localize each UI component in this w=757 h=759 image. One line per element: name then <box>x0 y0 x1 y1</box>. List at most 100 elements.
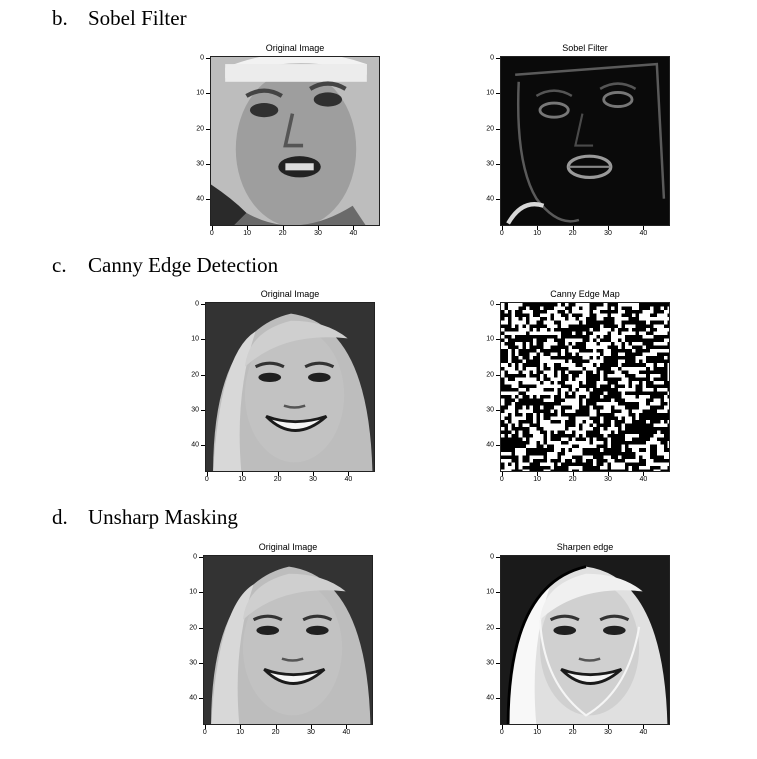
y-tick-label: 40 <box>486 195 494 203</box>
y-tick-label: 40 <box>196 195 204 203</box>
y-tick <box>496 698 500 700</box>
x-tick-label: 20 <box>273 476 282 483</box>
x-tick <box>537 725 539 729</box>
y-tick-label: 40 <box>486 694 494 702</box>
x-tick-label: 40 <box>344 476 353 483</box>
x-tick <box>572 226 574 230</box>
x-tick-label: 30 <box>309 476 317 483</box>
x-tick-label: 40 <box>639 230 648 237</box>
x-tick <box>206 472 208 476</box>
y-tick-label: 10 <box>196 89 204 97</box>
x-tick <box>643 472 645 476</box>
y-tick <box>199 698 203 700</box>
y-tick-label: 30 <box>191 406 199 414</box>
x-tick <box>608 725 610 729</box>
y-tick-label: 30 <box>486 160 494 168</box>
x-tick <box>346 725 348 729</box>
x-tick <box>211 226 213 230</box>
y-tick-label: 30 <box>189 659 197 667</box>
y-tick <box>496 627 500 629</box>
x-tick-label: 20 <box>278 230 287 237</box>
x-tick-label: 0 <box>204 476 209 483</box>
y-tick-label: 20 <box>486 371 494 379</box>
x-tick <box>537 226 539 230</box>
y-tick <box>199 627 203 629</box>
x-tick-label: 0 <box>499 729 504 736</box>
y-tick <box>201 374 205 376</box>
y-tick-label: 10 <box>189 588 197 596</box>
y-tick-label: 0 <box>193 553 197 561</box>
panel-title: Original Image <box>265 43 325 53</box>
x-tick-label: 0 <box>499 476 504 483</box>
section-letter: c. <box>52 253 67 277</box>
x-tick <box>242 472 244 476</box>
x-tick-label: 30 <box>307 729 315 736</box>
panel-title: Original Image <box>258 542 318 552</box>
x-tick-label: 30 <box>604 230 612 237</box>
panel-image <box>204 556 372 724</box>
image-frame <box>210 56 380 226</box>
x-tick <box>501 725 503 729</box>
y-tick <box>496 663 500 665</box>
y-tick <box>199 556 203 558</box>
panel-image <box>206 303 374 471</box>
x-tick-label: 20 <box>568 230 577 237</box>
y-tick-label: 10 <box>191 335 199 343</box>
x-tick-label: 20 <box>271 729 280 736</box>
y-tick-label: 30 <box>196 160 204 168</box>
y-tick-label: 0 <box>200 54 204 62</box>
x-tick <box>608 472 610 476</box>
x-tick <box>275 725 277 729</box>
y-tick-label: 40 <box>191 441 199 449</box>
x-tick <box>277 472 279 476</box>
y-tick <box>206 128 210 130</box>
y-tick-label: 20 <box>486 624 494 632</box>
section-heading-c: c. Canny Edge Detection <box>52 253 278 278</box>
x-tick-label: 10 <box>533 729 542 736</box>
x-tick <box>282 226 284 230</box>
y-tick-label: 10 <box>486 89 494 97</box>
x-tick <box>537 472 539 476</box>
y-tick <box>201 339 205 341</box>
y-tick <box>201 445 205 447</box>
x-tick <box>204 725 206 729</box>
y-tick <box>199 663 203 665</box>
y-tick-label: 0 <box>195 300 199 308</box>
image-frame <box>203 555 373 725</box>
x-tick-label: 0 <box>499 230 504 237</box>
x-tick-label: 40 <box>639 729 648 736</box>
x-tick <box>608 226 610 230</box>
y-tick <box>199 592 203 594</box>
y-tick-label: 0 <box>490 300 494 308</box>
y-tick <box>206 164 210 166</box>
y-tick <box>496 303 500 305</box>
panel-title: Original Image <box>260 289 320 299</box>
y-tick <box>496 128 500 130</box>
section-title: Canny Edge Detection <box>88 253 279 277</box>
panel-image <box>211 57 379 225</box>
image-frame <box>500 302 670 472</box>
x-tick <box>643 725 645 729</box>
x-tick-label: 10 <box>236 729 245 736</box>
x-tick-label: 30 <box>604 729 612 736</box>
y-tick <box>496 556 500 558</box>
panel-image <box>501 556 669 724</box>
x-tick <box>247 226 249 230</box>
x-tick-label: 40 <box>349 230 358 237</box>
section-letter: d. <box>52 505 68 529</box>
y-tick <box>496 164 500 166</box>
panel-title: Canny Edge Map <box>550 289 620 299</box>
section-heading-b: b. Sobel Filter <box>52 6 187 31</box>
y-tick-label: 20 <box>191 371 199 379</box>
x-tick-label: 40 <box>639 476 648 483</box>
y-tick-label: 20 <box>486 125 494 133</box>
x-tick-label: 10 <box>533 476 542 483</box>
y-tick-label: 0 <box>490 54 494 62</box>
y-tick-label: 10 <box>486 335 494 343</box>
y-tick-label: 20 <box>196 125 204 133</box>
x-tick-label: 0 <box>202 729 207 736</box>
y-tick <box>206 93 210 95</box>
panel-image <box>501 57 669 225</box>
y-tick-label: 0 <box>490 553 494 561</box>
y-tick-label: 40 <box>486 441 494 449</box>
